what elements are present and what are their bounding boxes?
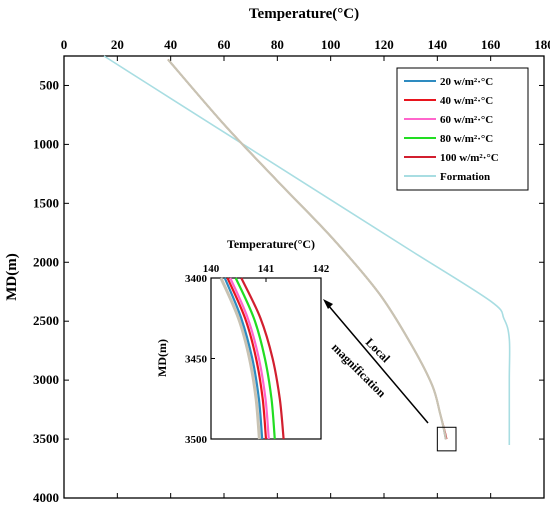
inset-x-tick-label: 140 <box>203 263 220 275</box>
legend-label-1: 40 w/m²·°C <box>440 95 493 107</box>
inset-x-tick-label: 141 <box>258 263 275 275</box>
main-y-tick-label: 500 <box>40 77 60 92</box>
inset-plot: 140 141 142 3400 3450 3500 <box>185 263 330 446</box>
inset-series-line-0 <box>223 277 264 440</box>
inset-series <box>219 277 285 440</box>
inset-y-tick-label: 3450 <box>185 354 208 366</box>
main-y-tick-label: 1000 <box>33 136 59 151</box>
main-x-tick-label: 60 <box>218 37 231 52</box>
inset-wellbore-line <box>219 277 261 440</box>
main-y-tick-label: 4000 <box>33 490 59 505</box>
main-y-tick-label: 2500 <box>33 313 59 328</box>
legend-label-5: Formation <box>440 171 490 183</box>
inset-series-line-4 <box>240 277 285 440</box>
inset-y-ticks: 3400 3450 3500 <box>185 273 215 446</box>
legend-label-3: 80 w/m²·°C <box>440 133 493 145</box>
main-y-ticks: 500 1000 1500 2000 2500 3000 3500 4000 <box>33 77 544 505</box>
inset-series-line-2 <box>229 277 270 440</box>
legend-label-0: 20 w/m²·°C <box>440 76 493 88</box>
inset-x-ticks: 140 141 142 <box>203 263 330 282</box>
main-y-tick-label: 3000 <box>33 372 59 387</box>
main-series <box>103 55 511 445</box>
inset-x-tick-label: 142 <box>313 263 330 275</box>
main-y-tick-label: 3500 <box>33 431 59 446</box>
main-series-line-5 <box>103 55 511 445</box>
main-x-tick-label: 40 <box>164 37 177 52</box>
inset-y-tick-label: 3500 <box>185 434 208 446</box>
main-wellbore-line <box>167 58 447 440</box>
main-x-tick-label: 100 <box>321 37 341 52</box>
inset-y-axis-title: MD(m) <box>155 339 169 377</box>
magnification-arrow <box>323 299 429 424</box>
inset-series-line-3 <box>234 277 276 440</box>
inset-y-tick-label: 3400 <box>185 273 208 285</box>
legend-frame <box>396 67 529 191</box>
main-x-tick-label: 140 <box>428 37 448 52</box>
main-y-axis-title: MD(m) <box>4 253 20 300</box>
inset-x-axis-title: Temperature(°C) <box>227 237 315 251</box>
legend: 20 w/m²·°C 40 w/m²·°C 60 w/m²·°C 80 w/m²·°C… <box>396 67 529 191</box>
main-x-axis-title: Temperature(°C) <box>249 6 359 22</box>
main-y-tick-label: 1500 <box>33 195 59 210</box>
legend-label-4: 100 w/m²·°C <box>440 152 499 164</box>
main-x-tick-label: 180 <box>534 37 550 52</box>
legend-label-2: 60 w/m²·°C <box>440 114 493 126</box>
main-y-tick-label: 2000 <box>33 254 59 269</box>
inset-series-line-1 <box>226 277 268 440</box>
magnification-box <box>436 426 457 452</box>
main-x-tick-label: 120 <box>374 37 394 52</box>
main-x-tick-label: 80 <box>271 37 284 52</box>
main-x-tick-label: 160 <box>481 37 501 52</box>
main-x-tick-label: 0 <box>61 37 68 52</box>
main-x-tick-label: 20 <box>111 37 124 52</box>
legend-items: 20 w/m²·°C 40 w/m²·°C 60 w/m²·°C 80 w/m²·°C… <box>404 76 499 183</box>
main-x-ticks: 0 20 40 60 80 100 120 140 160 180 <box>61 37 550 498</box>
